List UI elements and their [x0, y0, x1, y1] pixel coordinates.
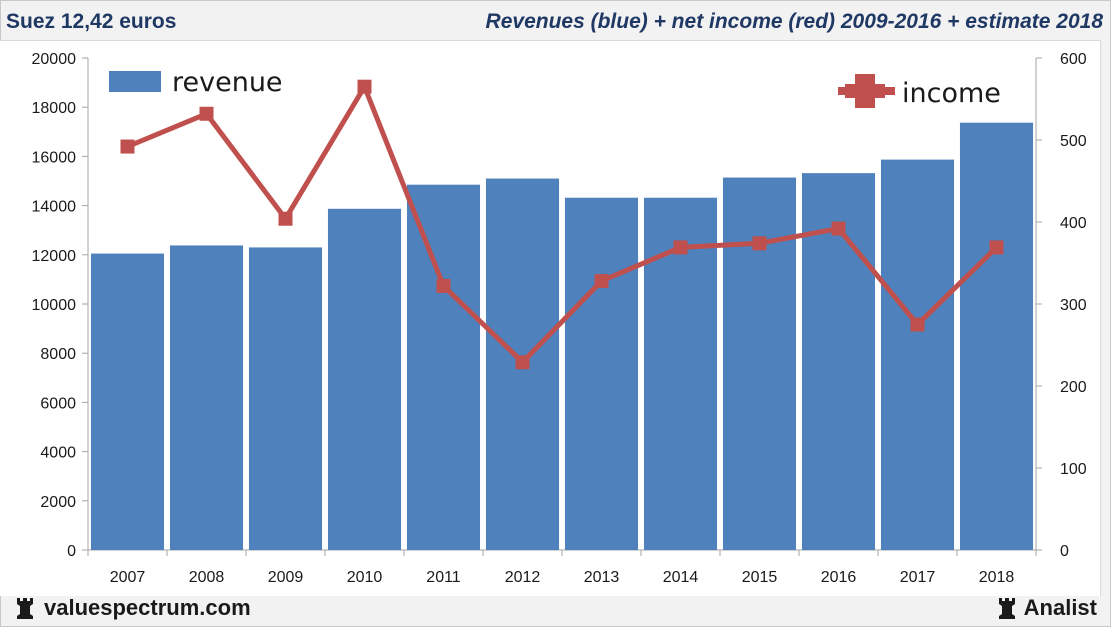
- revenue-bar: [564, 197, 639, 550]
- y-left-tick-label: 14000: [32, 199, 77, 216]
- y-left-tick-label: 18000: [32, 100, 77, 117]
- revenue-bar: [248, 247, 323, 551]
- income-point: [594, 274, 609, 289]
- income-point: [910, 317, 925, 332]
- y-right-tick-label: 400: [1060, 215, 1087, 232]
- income-point: [515, 355, 530, 370]
- income-point: [831, 221, 846, 236]
- y-right-tick-label: 0: [1060, 543, 1069, 560]
- income-line: [126, 84, 999, 365]
- y-left-tick-label: 2000: [40, 494, 76, 511]
- y-left-tick-label: 8000: [40, 346, 76, 363]
- x-tick-label: 2015: [742, 569, 778, 586]
- x-tick-label: 2018: [979, 569, 1015, 586]
- chart-title: Revenues (blue) + net income (red) 2009-…: [485, 10, 1103, 33]
- y-left-tick-label: 10000: [32, 297, 77, 314]
- income-point: [989, 240, 1004, 255]
- revenue-bar: [406, 184, 481, 550]
- rook-icon: [998, 598, 1015, 619]
- revenue-bar: [880, 159, 955, 550]
- y-left-tick-label: 12000: [32, 248, 77, 265]
- x-tick-label: 2007: [110, 569, 146, 586]
- revenue-bar: [801, 173, 876, 551]
- y-left-tick-label: 0: [67, 543, 76, 560]
- y-left-tick-label: 4000: [40, 445, 76, 462]
- legend-revenue-swatch: [109, 71, 161, 92]
- site-link[interactable]: valuespectrum.com: [44, 595, 251, 620]
- y-left-tick-label: 20000: [32, 51, 77, 68]
- revenue-bar: [722, 177, 797, 550]
- income-point: [752, 236, 767, 251]
- brand-label: Analist: [1023, 595, 1097, 620]
- x-tick-label: 2017: [900, 569, 936, 586]
- footer-site[interactable]: valuespectrum.com: [14, 595, 251, 621]
- revenue-bar: [959, 122, 1034, 550]
- income-point: [120, 139, 135, 154]
- y-right-tick-label: 600: [1060, 51, 1087, 68]
- legend-income-marker: [845, 84, 885, 98]
- revenue-bar: [169, 245, 244, 550]
- income-point: [278, 211, 293, 226]
- y-left-tick-label: 16000: [32, 149, 77, 166]
- x-tick-label: 2016: [821, 569, 857, 586]
- income-point: [673, 240, 688, 255]
- y-left-tick-label: 6000: [40, 395, 76, 412]
- y-right-tick-label: 500: [1060, 133, 1087, 150]
- income-point: [357, 79, 372, 94]
- x-tick-label: 2014: [663, 569, 699, 586]
- x-tick-label: 2011: [426, 569, 461, 586]
- x-tick-label: 2009: [268, 569, 304, 586]
- rook-icon: [17, 598, 33, 619]
- x-tick-label: 2008: [189, 569, 225, 586]
- y-right-tick-label: 200: [1060, 379, 1087, 396]
- stock-title: Suez 12,42 euros: [6, 10, 177, 33]
- income-point: [199, 106, 214, 121]
- legend-revenue-label: revenue: [172, 67, 283, 98]
- income-point: [436, 278, 451, 293]
- revenue-bar: [90, 253, 165, 550]
- x-tick-label: 2013: [584, 569, 620, 586]
- y-right-tick-label: 100: [1060, 461, 1087, 478]
- y-right-tick-label: 300: [1060, 297, 1087, 314]
- revenue-bar: [327, 208, 402, 550]
- footer-brand: Analist: [996, 595, 1097, 621]
- x-tick-label: 2010: [347, 569, 383, 586]
- legend-income-label: income: [902, 78, 1001, 109]
- x-tick-label: 2012: [505, 569, 541, 586]
